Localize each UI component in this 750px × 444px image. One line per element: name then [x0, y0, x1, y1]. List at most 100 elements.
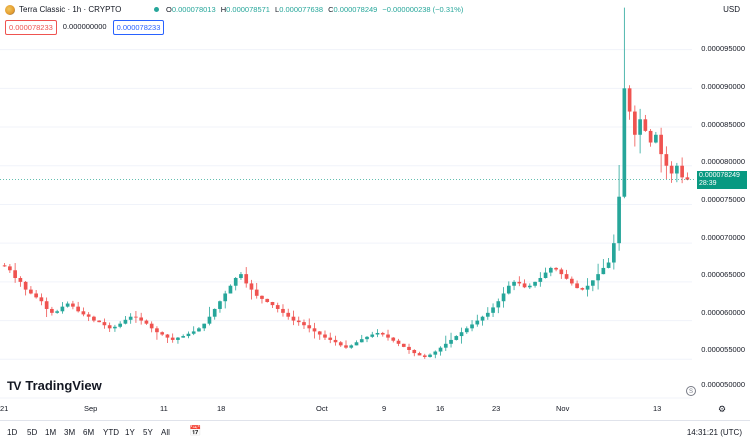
- candle: [2, 263, 7, 267]
- time-axis[interactable]: 21 Sep 11 18 Oct 9 16 23 Nov 13: [0, 402, 750, 416]
- candle: [23, 280, 28, 296]
- candle: [548, 266, 553, 277]
- time-tick: 11: [160, 404, 168, 413]
- candle: [391, 337, 396, 343]
- buy-button[interactable]: 0.000078233: [112, 20, 165, 35]
- candle: [176, 337, 180, 344]
- price-chart[interactable]: [0, 0, 750, 418]
- candle: [233, 277, 238, 291]
- candle: [113, 324, 117, 332]
- candle: [333, 335, 338, 346]
- candle: [585, 278, 590, 297]
- candle: [522, 279, 527, 289]
- price-tick: 0.000085000: [701, 120, 745, 129]
- market-status-dot-icon: [154, 7, 159, 12]
- candle: [449, 332, 453, 348]
- go-to-date-calendar-icon[interactable]: 📅: [189, 426, 202, 437]
- candle: [480, 315, 485, 326]
- candle: [270, 301, 275, 309]
- candle: [554, 267, 558, 272]
- candle: [648, 129, 653, 147]
- candle: [680, 157, 684, 184]
- price-tick: 0.000075000: [701, 195, 745, 204]
- candle: [13, 263, 17, 283]
- timeframe-1y-button[interactable]: 1Y: [125, 428, 135, 437]
- candle: [107, 322, 112, 332]
- symbol-title[interactable]: Terra Classic · 1h · CRYPTO: [19, 5, 122, 14]
- candle: [55, 309, 59, 314]
- symbol-logo-icon: [5, 5, 15, 15]
- chart-settings-gear-icon[interactable]: ⚙: [718, 404, 727, 414]
- sell-button[interactable]: 0.000078233: [5, 20, 57, 35]
- candle: [197, 327, 201, 332]
- candle: [134, 310, 138, 323]
- candle: [34, 289, 38, 299]
- candle: [470, 320, 474, 332]
- candle: [485, 307, 490, 320]
- timeframe-all-button[interactable]: All: [161, 428, 170, 437]
- candle: [29, 286, 33, 295]
- candle: [533, 281, 537, 288]
- candle: [591, 280, 595, 292]
- candle: [265, 298, 270, 303]
- candle: [328, 332, 333, 344]
- candle: [428, 353, 432, 358]
- candle: [128, 313, 133, 324]
- candle: [249, 279, 254, 300]
- candle: [286, 308, 291, 320]
- candle: [443, 335, 448, 351]
- currency-label[interactable]: USD: [723, 5, 740, 14]
- candle: [239, 271, 243, 280]
- candle: [344, 340, 348, 349]
- session-s-icon[interactable]: S: [686, 386, 696, 396]
- candle: [275, 302, 280, 313]
- candle: [370, 331, 375, 338]
- candle: [407, 343, 411, 354]
- timeframe-ytd-button[interactable]: YTD: [103, 428, 119, 437]
- candle: [659, 127, 663, 173]
- candle: [97, 320, 101, 323]
- timeframe-6m-button[interactable]: 6M: [83, 428, 95, 437]
- timeframe-1m-button[interactable]: 1M: [45, 428, 57, 437]
- candle: [338, 341, 343, 347]
- ohlc-open-key: O: [166, 5, 172, 14]
- price-tick: 0.000055000: [701, 345, 745, 354]
- price-axis[interactable]: 0.000095000 0.000090000 0.000085000 0.00…: [692, 0, 750, 400]
- candle: [506, 281, 511, 295]
- candle: [102, 318, 107, 329]
- candle: [349, 344, 354, 349]
- candle: [86, 312, 91, 322]
- timeframe-3m-button[interactable]: 3M: [64, 428, 76, 437]
- candle: [65, 301, 70, 308]
- time-tick: 21: [0, 404, 9, 413]
- candle: [517, 276, 522, 287]
- candle: [365, 336, 369, 343]
- candle: [380, 331, 385, 337]
- time-tick: 18: [217, 404, 226, 413]
- ohlc-values: O0.000078013 H0.000078571 L0.000077638 C…: [166, 5, 466, 14]
- candle: [675, 162, 679, 183]
- candle: [386, 329, 390, 341]
- price-tick: 0.000060000: [701, 308, 745, 317]
- candle: [569, 276, 574, 286]
- candle: [181, 334, 186, 338]
- candle: [186, 331, 191, 339]
- candle: [612, 234, 616, 270]
- timeframe-5d-button[interactable]: 5D: [27, 428, 38, 437]
- candle: [622, 7, 627, 199]
- utc-clock[interactable]: 14:31:21 (UTC): [686, 428, 742, 437]
- tradingview-logo-text: TradingView: [25, 378, 102, 393]
- candle: [317, 331, 322, 340]
- candle: [71, 300, 75, 310]
- candle: [669, 161, 674, 183]
- candle: [260, 295, 264, 304]
- candle: [44, 297, 49, 318]
- timeframe-5y-button[interactable]: 5Y: [143, 428, 153, 437]
- candle: [202, 323, 207, 332]
- candle: [139, 312, 144, 325]
- chart-area[interactable]: [0, 0, 750, 418]
- candle: [312, 322, 317, 339]
- timeframe-1d-button[interactable]: 1D: [7, 428, 18, 437]
- tradingview-watermark[interactable]: TV TradingView: [7, 378, 102, 393]
